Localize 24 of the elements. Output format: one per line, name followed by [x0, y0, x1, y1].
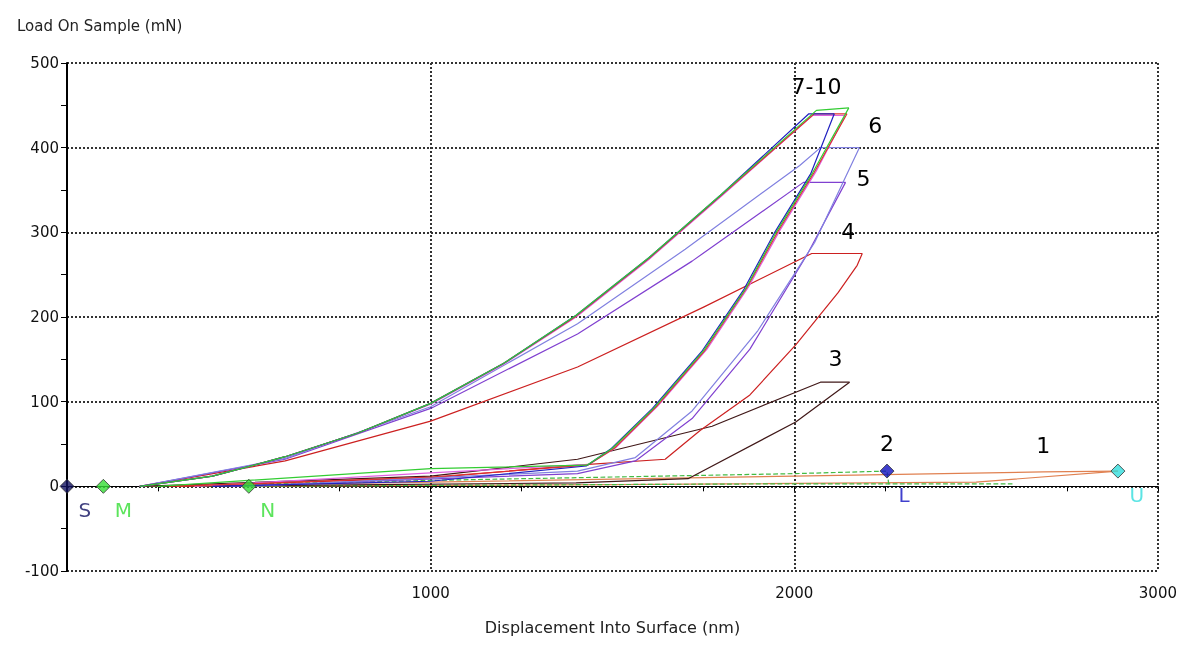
- annotation: 7-10: [791, 73, 842, 99]
- y-tick-label: 200: [30, 308, 59, 326]
- y-tick-label: 0: [49, 477, 59, 496]
- annotation: 4: [841, 219, 856, 244]
- data-label: S: [78, 498, 92, 523]
- annotation: 6: [868, 113, 883, 139]
- annotation: 5: [856, 165, 871, 191]
- x-tick-label: 1000: [411, 583, 450, 602]
- y-tick-label: 400: [30, 138, 59, 157]
- x-axis-title: Displacement Into Surface (nm): [484, 617, 741, 637]
- data-label: U: [1129, 483, 1145, 508]
- annotation: 3: [828, 345, 843, 371]
- data-label: N: [260, 498, 276, 523]
- annotation: 1: [1036, 433, 1051, 459]
- x-tick-label: 3000: [1138, 583, 1178, 602]
- data-label: M: [114, 498, 133, 523]
- y-tick-label: 500: [30, 54, 59, 72]
- y-tick-label: -100: [24, 562, 59, 580]
- x-tick-label: 2000: [775, 583, 814, 602]
- annotation: 2: [880, 430, 894, 456]
- data-label: L: [898, 483, 911, 508]
- y-tick-label: 100: [30, 392, 59, 411]
- y-axis-title: Load On Sample (mN): [17, 16, 183, 35]
- y-tick-label: 300: [30, 223, 59, 242]
